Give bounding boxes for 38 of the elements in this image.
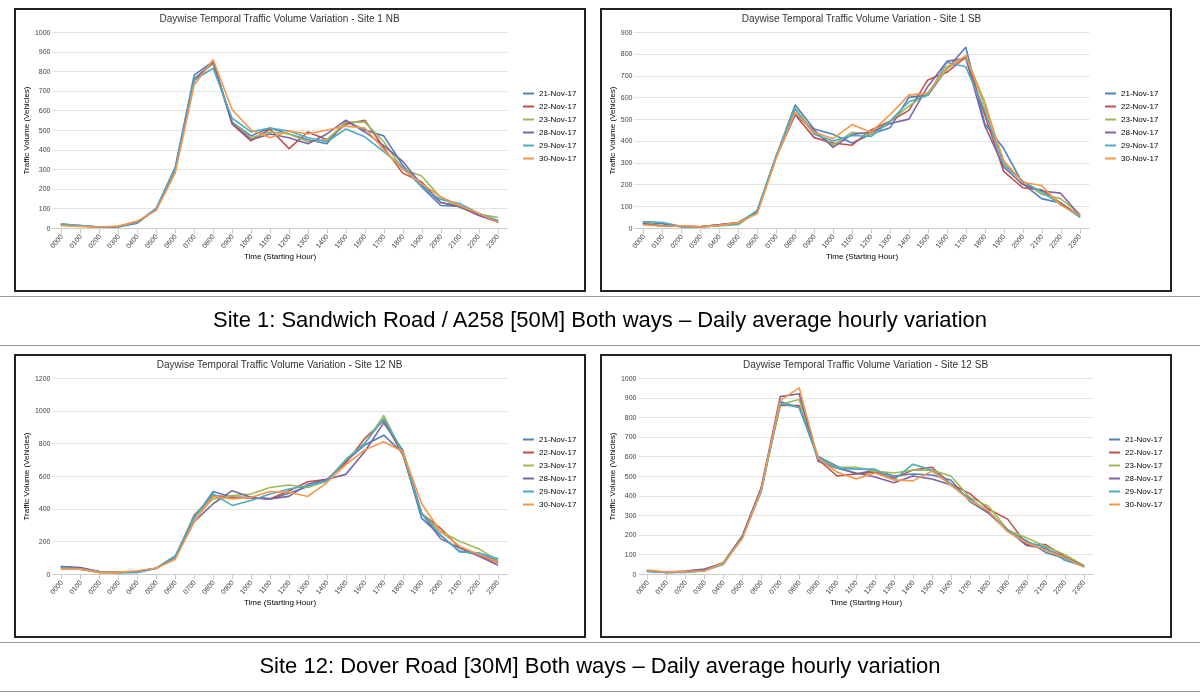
- legend-label: 29-Nov-17: [1121, 140, 1159, 150]
- legend-label: 28-Nov-17: [539, 127, 577, 137]
- legend-label: 21-Nov-17: [539, 88, 577, 98]
- chart-title: Daywise Temporal Traffic Volume Variation - Site 12 SB: [742, 359, 989, 370]
- x-axis-title: Time (Starting Hour): [243, 252, 317, 262]
- legend-label: 21-Nov-17: [539, 434, 577, 444]
- legend-label: 23-Nov-17: [1125, 460, 1163, 470]
- x-axis-title: Time (Starting Hour): [825, 252, 899, 262]
- chart-title: Daywise Temporal Traffic Volume Variation - Site 12 NB: [156, 359, 403, 370]
- chart-title: Daywise Temporal Traffic Volume Variation - Site 1 NB: [159, 13, 400, 24]
- chart-title: Daywise Temporal Traffic Volume Variation - Site 1 SB: [741, 13, 982, 24]
- legend-label: 23-Nov-17: [539, 114, 577, 124]
- legend-label: 28-Nov-17: [539, 473, 577, 483]
- legend-label: 29-Nov-17: [539, 140, 577, 150]
- legend-label: 28-Nov-17: [1121, 127, 1159, 137]
- x-axis-title: Time (Starting Hour): [829, 598, 903, 608]
- legend-label: 22-Nov-17: [539, 101, 577, 111]
- legend-label: 30-Nov-17: [539, 499, 577, 509]
- y-axis-title: Traffic Volume (Vehicles): [607, 86, 617, 175]
- legend-label: 21-Nov-17: [1121, 88, 1159, 98]
- legend-label: 23-Nov-17: [1121, 114, 1159, 124]
- y-axis-title: Traffic Volume (Vehicles): [21, 86, 31, 175]
- y-axis-title: Traffic Volume (Vehicles): [21, 432, 31, 521]
- legend-label: 22-Nov-17: [1121, 101, 1159, 111]
- y-axis-title: Traffic Volume (Vehicles): [607, 432, 617, 521]
- x-axis-title: Time (Starting Hour): [243, 598, 317, 608]
- legend-label: 22-Nov-17: [539, 447, 577, 457]
- legend-label: 30-Nov-17: [539, 153, 577, 163]
- legend-label: 29-Nov-17: [1125, 486, 1163, 496]
- legend-label: 29-Nov-17: [539, 486, 577, 496]
- legend-label: 28-Nov-17: [1125, 473, 1163, 483]
- legend-label: 30-Nov-17: [1125, 499, 1163, 509]
- legend-label: 30-Nov-17: [1121, 153, 1159, 163]
- legend-label: 21-Nov-17: [1125, 434, 1163, 444]
- legend-label: 22-Nov-17: [1125, 447, 1163, 457]
- legend-label: 23-Nov-17: [539, 460, 577, 470]
- text: Site 12: Dover Road [30M] Both ways – Daily average hourly variation: [258, 653, 942, 679]
- text: Site 1: Sandwich Road / A258 [50M] Both ways – Daily average hourly variation: [211, 307, 989, 333]
